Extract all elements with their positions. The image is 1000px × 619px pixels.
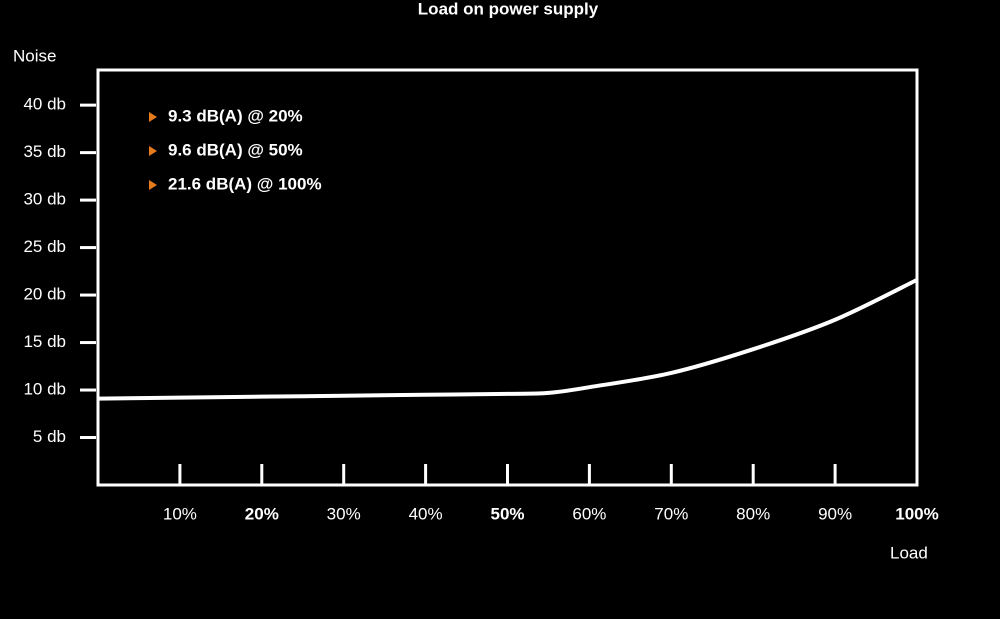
y-tick-label: 35 db [23,142,66,161]
annotation: 21.6 dB(A) @ 100% [168,174,322,193]
y-tick-label: 10 db [23,380,66,399]
y-tick-label: 40 db [23,95,66,114]
x-tick-label: 100% [895,504,938,523]
x-tick-label: 40% [409,504,443,523]
y-tick-label: 25 db [23,237,66,256]
plot-frame [96,68,919,487]
annotation-marker [149,180,157,190]
y-tick-label: 30 db [23,190,66,209]
x-tick-label: 60% [572,504,606,523]
y-tick-label: 15 db [23,332,66,351]
y-tick-label: 5 db [33,427,66,446]
line-series [97,278,918,401]
annotation: 9.3 dB(A) @ 20% [168,106,303,125]
y-tick-label: 20 db [23,285,66,304]
x-tick-label: 90% [818,504,852,523]
x-tick-label: 80% [736,504,770,523]
chart-title: Load on power supply [418,0,599,18]
y-axis-label: Noise [13,46,56,65]
x-tick-label: 50% [490,504,524,523]
x-tick-label: 10% [163,504,197,523]
x-tick-label: 70% [654,504,688,523]
x-axis-label: Load [890,543,928,562]
annotation: 9.6 dB(A) @ 50% [168,140,303,159]
x-tick-label: 30% [327,504,361,523]
x-tick-label: 20% [245,504,279,523]
annotation-marker [149,112,157,122]
annotation-marker [149,146,157,156]
